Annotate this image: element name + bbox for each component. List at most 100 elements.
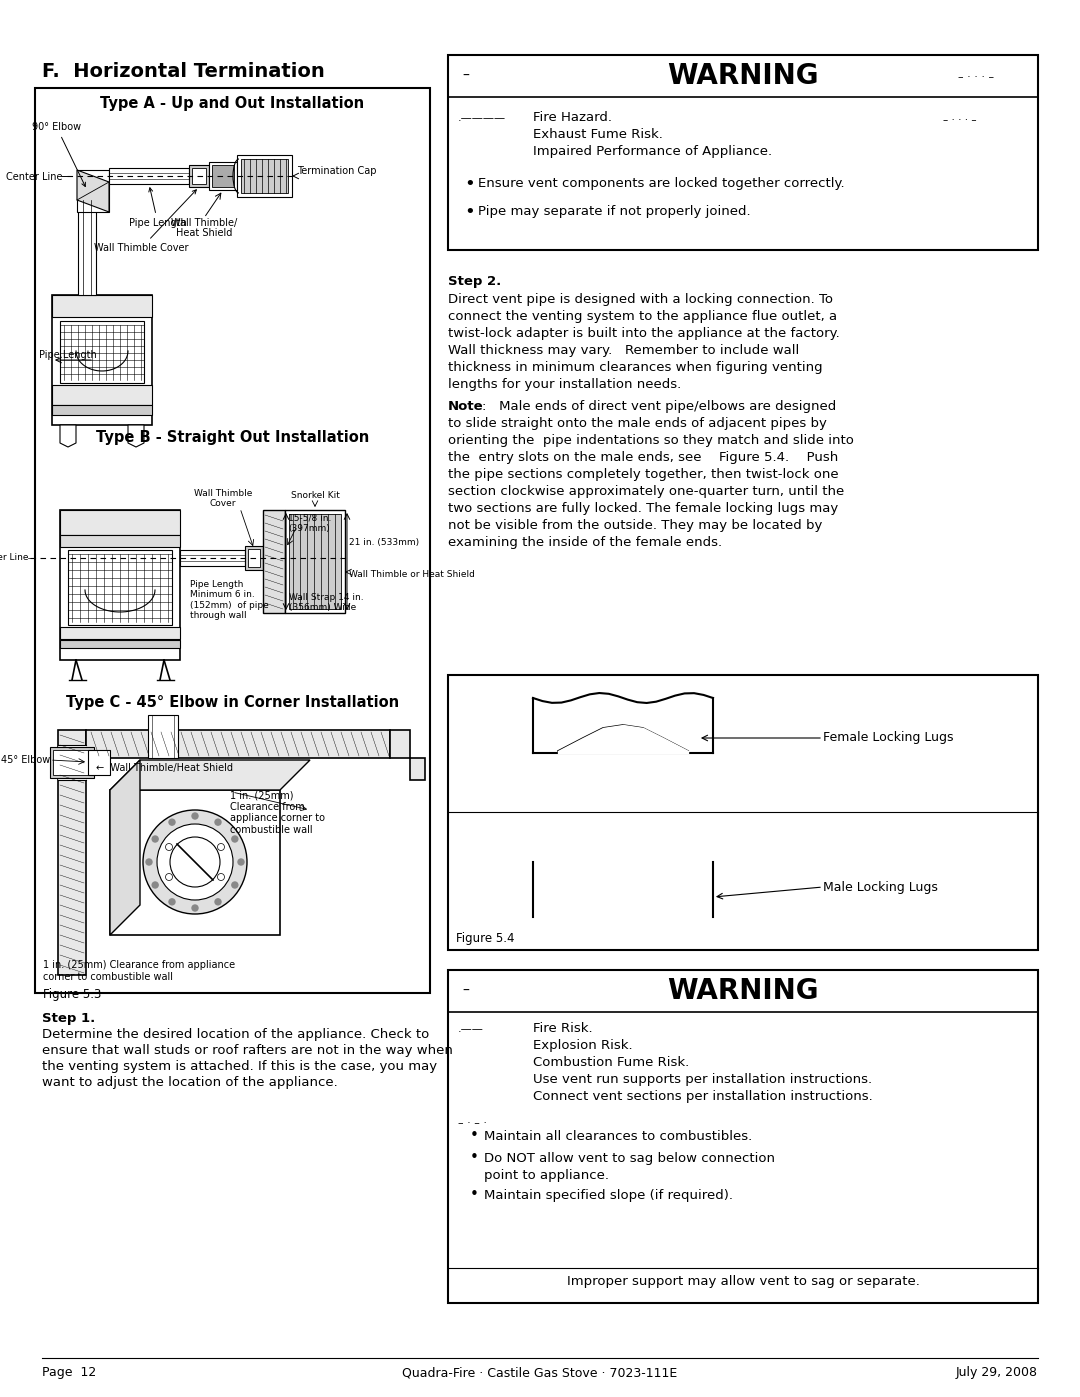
- Text: – · · · –: – · · · –: [958, 73, 994, 82]
- Text: Figure 5.3: Figure 5.3: [43, 988, 102, 1002]
- Text: 90° Elbow: 90° Elbow: [32, 122, 85, 187]
- Bar: [534, 698, 713, 753]
- Bar: [52, 295, 152, 317]
- Text: Step 1.: Step 1.: [42, 1011, 95, 1025]
- Text: –: –: [462, 983, 469, 997]
- Bar: [548, 724, 568, 752]
- Text: –: –: [462, 68, 469, 82]
- Text: Pipe Length: Pipe Length: [129, 187, 187, 228]
- Text: Wall Thimble/: Wall Thimble/: [171, 218, 238, 228]
- Circle shape: [217, 844, 225, 851]
- Text: 21 in. (533mm): 21 in. (533mm): [349, 538, 419, 548]
- Bar: [448, 970, 1038, 1303]
- Text: •: •: [470, 1150, 478, 1165]
- Circle shape: [146, 859, 152, 865]
- Text: Quadra-Fire · Castile Gas Stove · 7023-111E: Quadra-Fire · Castile Gas Stove · 7023-1…: [403, 1366, 677, 1379]
- Text: •: •: [464, 203, 475, 221]
- Polygon shape: [110, 760, 140, 935]
- Text: Determine the desired location of the appliance. Check to: Determine the desired location of the ap…: [42, 1028, 429, 1041]
- Text: Connect vent sections per installation instructions.: Connect vent sections per installation i…: [534, 1090, 873, 1104]
- Bar: [58, 745, 86, 780]
- Text: the venting system is attached. If this is the case, you may: the venting system is attached. If this …: [42, 1060, 437, 1073]
- Bar: [210, 162, 237, 190]
- Bar: [289, 514, 341, 609]
- Text: Maintain specified slope (if required).: Maintain specified slope (if required).: [484, 1189, 733, 1201]
- Circle shape: [165, 873, 173, 880]
- Polygon shape: [390, 731, 426, 780]
- Bar: [678, 724, 698, 752]
- Text: section clockwise approximately one-quarter turn, until the: section clockwise approximately one-quar…: [448, 485, 845, 497]
- Text: .——: .——: [458, 1024, 484, 1034]
- Bar: [60, 535, 180, 548]
- Bar: [78, 200, 96, 295]
- Circle shape: [215, 898, 221, 905]
- Bar: [448, 54, 1038, 250]
- Text: WARNING: WARNING: [667, 977, 819, 1004]
- Bar: [58, 731, 86, 975]
- Text: Impaired Performance of Appliance.: Impaired Performance of Appliance.: [534, 145, 772, 158]
- Text: Pipe Length: Pipe Length: [39, 351, 97, 360]
- Circle shape: [165, 844, 173, 851]
- Text: Wall Strap 14 in.
(356mm) Wide: Wall Strap 14 in. (356mm) Wide: [289, 592, 364, 612]
- Circle shape: [157, 824, 233, 900]
- Text: Pipe may separate if not properly joined.: Pipe may separate if not properly joined…: [478, 205, 751, 218]
- Bar: [248, 549, 260, 567]
- Text: Page  12: Page 12: [42, 1366, 96, 1379]
- Bar: [109, 168, 189, 184]
- Text: Use vent run supports per installation instructions.: Use vent run supports per installation i…: [534, 1073, 873, 1085]
- Text: Wall Thimble Cover: Wall Thimble Cover: [94, 190, 197, 253]
- Text: two sections are fully locked. The female locking lugs may: two sections are fully locked. The femal…: [448, 502, 838, 515]
- Text: F.  Horizontal Termination: F. Horizontal Termination: [42, 61, 325, 81]
- Polygon shape: [77, 170, 109, 212]
- Text: :   Male ends of direct vent pipe/elbows are designed: : Male ends of direct vent pipe/elbows a…: [482, 400, 836, 414]
- Text: – · – ·: – · – ·: [458, 1118, 487, 1127]
- Circle shape: [217, 873, 225, 880]
- Text: – · · · –: – · · · –: [943, 115, 976, 124]
- Text: Ensure vent components are locked together correctly.: Ensure vent components are locked togeth…: [478, 177, 845, 190]
- Text: 1 in. (25mm)
Clearance from
appliance corner to
combustible wall: 1 in. (25mm) Clearance from appliance co…: [230, 789, 325, 835]
- Text: Wall Thimble
Cover: Wall Thimble Cover: [193, 489, 253, 509]
- Bar: [448, 675, 1038, 950]
- Text: Snorkel Kit: Snorkel Kit: [291, 490, 339, 500]
- Polygon shape: [60, 425, 76, 447]
- Bar: [60, 627, 180, 638]
- Text: Wall Thimble or Heat Shield: Wall Thimble or Heat Shield: [349, 570, 475, 578]
- Text: Figure 5.4: Figure 5.4: [456, 932, 514, 944]
- Bar: [60, 640, 180, 648]
- Bar: [77, 170, 109, 212]
- Text: corner to combustible wall: corner to combustible wall: [43, 972, 173, 982]
- Circle shape: [168, 898, 175, 905]
- Bar: [52, 405, 152, 415]
- Text: •: •: [464, 175, 475, 193]
- Text: Step 2.: Step 2.: [448, 275, 501, 288]
- Text: twist-lock adapter is built into the appliance at the factory.: twist-lock adapter is built into the app…: [448, 327, 840, 339]
- Bar: [241, 159, 288, 193]
- Circle shape: [152, 835, 158, 842]
- Text: Combustion Fume Risk.: Combustion Fume Risk.: [534, 1056, 689, 1069]
- Text: WARNING: WARNING: [667, 61, 819, 89]
- Text: 45° Elbow: 45° Elbow: [1, 754, 50, 766]
- Polygon shape: [110, 760, 310, 789]
- Text: Type B - Straight Out Installation: Type B - Straight Out Installation: [96, 430, 369, 446]
- Text: Heat Shield: Heat Shield: [176, 228, 232, 237]
- Bar: [192, 168, 206, 184]
- Circle shape: [238, 859, 244, 865]
- Text: Note: Note: [448, 400, 484, 414]
- Text: examining the inside of the female ends.: examining the inside of the female ends.: [448, 536, 723, 549]
- Text: orienting the  pipe indentations so they match and slide into: orienting the pipe indentations so they …: [448, 434, 854, 447]
- Circle shape: [232, 882, 238, 888]
- Bar: [35, 88, 430, 993]
- Text: .————: .————: [458, 113, 507, 123]
- Text: Do NOT allow vent to sag below connection: Do NOT allow vent to sag below connectio…: [484, 1153, 775, 1165]
- Text: Direct vent pipe is designed with a locking connection. To: Direct vent pipe is designed with a lock…: [448, 293, 833, 306]
- Text: 1 in. (25mm) Clearance from appliance: 1 in. (25mm) Clearance from appliance: [43, 960, 235, 970]
- Circle shape: [232, 835, 238, 842]
- Bar: [68, 550, 172, 624]
- Bar: [189, 165, 210, 187]
- Bar: [212, 165, 234, 187]
- Bar: [180, 550, 245, 566]
- Bar: [237, 155, 292, 197]
- Bar: [563, 884, 583, 907]
- Bar: [613, 884, 633, 907]
- Text: Wall thickness may vary.   Remember to include wall: Wall thickness may vary. Remember to inc…: [448, 344, 799, 358]
